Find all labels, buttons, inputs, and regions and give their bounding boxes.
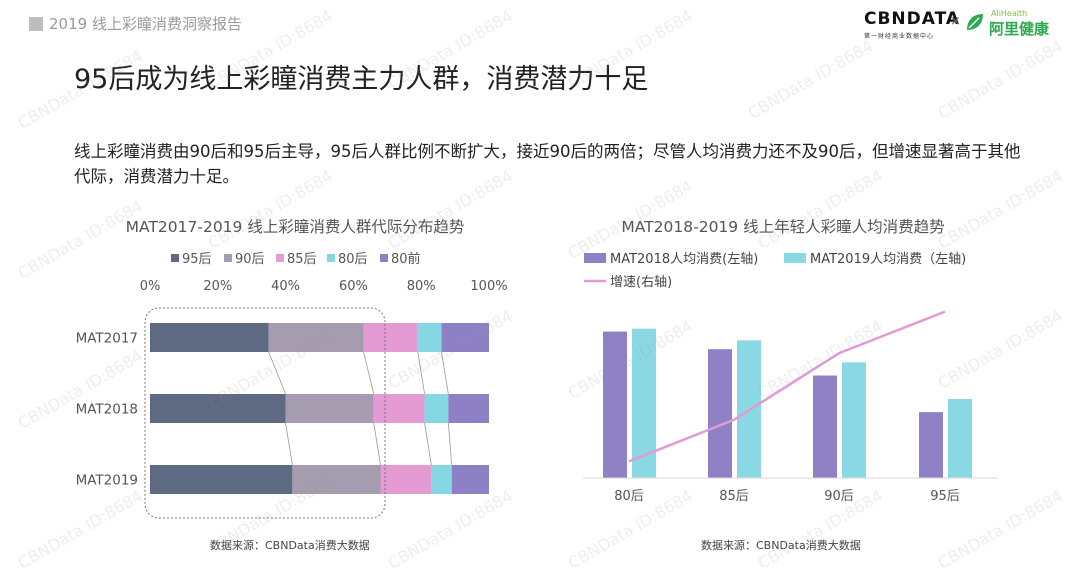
bar-segment: [441, 323, 489, 352]
legend-label: 85后: [287, 252, 317, 267]
y-axis-categories: MAT2017 MAT2018 MAT2019: [76, 331, 138, 489]
watermark-text: CBNData ID:8684: [744, 36, 876, 123]
chart-legend: 95后 90后 85后 80后 80前: [171, 251, 421, 267]
connector-line: [285, 422, 293, 466]
bar-mat2018: [919, 412, 943, 478]
bar-segment: [448, 394, 489, 423]
category-label: 85后: [719, 489, 749, 504]
bar-segment: [373, 394, 425, 423]
page-description: 线上彩瞳消费由90后和95后主导，95后人群比例不断扩大，接近90后的两倍；尽管…: [74, 142, 1021, 186]
bar-mat2018: [708, 349, 732, 478]
connector-line: [373, 422, 381, 466]
bar-segment: [431, 465, 452, 494]
legend-swatch: [784, 253, 806, 263]
bar-segment: [292, 465, 381, 494]
logo-separator: ×: [950, 14, 961, 29]
category-label: MAT2019: [76, 473, 138, 489]
cbndata-logo: CBNDATA: [864, 9, 961, 29]
category-label: 80后: [614, 489, 644, 504]
x-tick-label: 0%: [140, 279, 161, 294]
bar-segment: [380, 465, 432, 494]
growth-line-path: [628, 310, 946, 463]
connector-line: [417, 351, 425, 395]
header-square-icon: [29, 17, 43, 31]
legend-label: MAT2018人均消费(左轴): [610, 252, 758, 267]
x-axis-ticks: 0% 20% 40% 60% 80% 100%: [140, 279, 508, 294]
bar-segment: [451, 465, 489, 494]
connector-line: [424, 422, 432, 466]
bar-segment: [424, 394, 449, 423]
alihealth-logo-en: AliHealth: [991, 9, 1028, 18]
chart-title: MAT2018-2019 线上年轻人彩瞳人均消费趋势: [621, 218, 944, 236]
bar-segment: [268, 323, 364, 352]
bar-segment: [150, 465, 293, 494]
watermark-text: CBNData ID:8684: [934, 36, 1066, 123]
category-label: 95后: [930, 489, 960, 504]
category-label: MAT2018: [76, 402, 138, 418]
page-title: 95后成为线上彩瞳消费主力人群，消费潜力十足: [74, 64, 649, 95]
legend-label: 增速(右轴): [610, 275, 672, 290]
x-tick-label: 60%: [339, 279, 368, 294]
category-label: MAT2017: [76, 331, 138, 347]
legend-label: 95后: [182, 252, 212, 267]
legend-swatch: [224, 254, 232, 262]
generation-distribution-chart: MAT2017-2019 线上彩瞳消费人群代际分布趋势 95后 90后 85后 80后…: [76, 218, 508, 519]
chart-legend: MAT2018人均消费(左轴) MAT2019人均消费（左轴) 增速(右轴): [584, 252, 966, 290]
bar-mat2018: [603, 331, 627, 478]
x-tick-label: 20%: [203, 279, 232, 294]
growth-line: [628, 310, 946, 463]
cbndata-logo-subtitle: 第一财经商业数据中心: [864, 33, 935, 40]
data-source-left: 数据来源：CBNData消费大数据: [210, 539, 370, 552]
chart-title: MAT2017-2019 线上彩瞳消费人群代际分布趋势: [126, 218, 465, 236]
x-tick-label: 40%: [271, 279, 300, 294]
bar-segment: [150, 323, 269, 352]
legend-swatch: [171, 254, 179, 262]
stacked-bars: [150, 323, 489, 494]
legend-label: 90后: [235, 252, 265, 267]
legend-swatch: [380, 254, 388, 262]
highlight-box: [144, 307, 386, 519]
bar-mat2018: [813, 375, 837, 478]
x-tick-label: 100%: [470, 279, 507, 294]
connector-line: [441, 351, 449, 395]
alihealth-leaf-icon: [967, 14, 983, 30]
alihealth-logo-cn: 阿里健康: [989, 20, 1050, 38]
bar-segment: [363, 323, 418, 352]
bar-connectors: [268, 351, 453, 466]
category-label: 90后: [824, 489, 854, 504]
legend-swatch: [584, 253, 606, 263]
connector-line: [268, 351, 286, 395]
connector-line: [363, 351, 375, 395]
bar-segment: [417, 323, 442, 352]
bar-segment: [285, 394, 374, 423]
legend-label: MAT2019人均消费（左轴): [810, 252, 966, 267]
x-tick-label: 80%: [407, 279, 436, 294]
report-title: 2019 线上彩瞳消费洞察报告: [49, 15, 242, 33]
legend-label: 80后: [338, 252, 368, 267]
legend-label: 80前: [391, 251, 421, 267]
legend-swatch: [276, 254, 284, 262]
bars: [603, 328, 972, 478]
bar-mat2019: [948, 398, 972, 478]
legend-swatch: [327, 254, 335, 262]
connector-line: [447, 422, 453, 466]
data-source-right: 数据来源：CBNData消费大数据: [701, 539, 861, 552]
x-axis-categories: 80后 85后 90后 95后: [614, 489, 960, 504]
bar-mat2019: [842, 362, 866, 478]
bar-segment: [150, 394, 286, 423]
per-capita-spending-chart: MAT2018-2019 线上年轻人彩瞳人均消费趋势 MAT2018人均消费(左…: [583, 218, 998, 504]
